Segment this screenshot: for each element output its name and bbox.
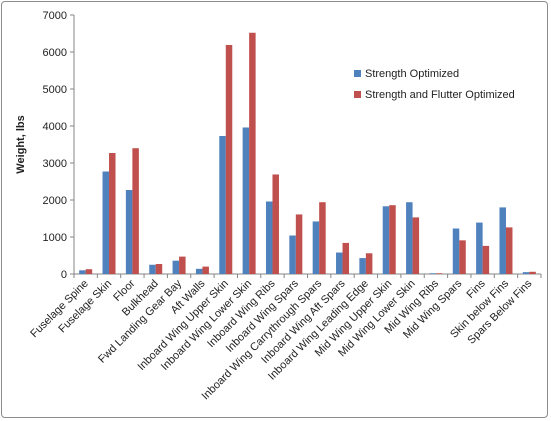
bar — [125, 190, 133, 274]
bar — [529, 271, 536, 274]
bar — [452, 228, 460, 274]
legend-swatch — [354, 70, 361, 77]
bar — [382, 206, 390, 274]
bar — [319, 202, 326, 274]
bar — [109, 153, 116, 274]
y-tick-label: 5000 — [43, 84, 67, 96]
y-tick-label: 7000 — [43, 10, 67, 22]
y-tick-label: 4000 — [43, 121, 67, 133]
y-tick-label: 0 — [61, 269, 67, 281]
bar — [179, 256, 186, 274]
bar — [195, 268, 203, 274]
bar — [359, 258, 366, 274]
y-tick-label: 3000 — [43, 158, 67, 170]
bar — [102, 171, 110, 274]
legend-swatch — [354, 91, 361, 98]
bar — [522, 272, 530, 274]
bar — [435, 273, 443, 274]
bar — [412, 217, 420, 274]
bar — [312, 221, 320, 274]
bar — [249, 32, 256, 275]
bar — [155, 264, 163, 274]
legend-label: Strength and Flutter Optimized — [365, 89, 515, 101]
bar — [202, 266, 209, 274]
bar — [149, 264, 156, 274]
y-tick-label: 6000 — [43, 47, 67, 59]
bar — [499, 207, 506, 274]
bar — [482, 245, 490, 274]
y-tick-label: 2000 — [43, 195, 67, 207]
bar — [219, 135, 226, 274]
bar — [289, 235, 296, 274]
bar — [172, 260, 180, 274]
bar — [79, 270, 86, 274]
bar — [505, 227, 513, 274]
bar — [225, 44, 233, 274]
bar — [429, 273, 436, 274]
bar — [459, 240, 466, 274]
bar — [389, 205, 396, 274]
bar — [365, 253, 373, 274]
y-tick-label: 1000 — [43, 232, 67, 244]
bar — [272, 174, 279, 274]
legend-label: Strength Optimized — [365, 68, 459, 80]
y-axis-title: Weight, lbs — [15, 115, 27, 173]
bar — [342, 242, 350, 274]
bar — [242, 127, 250, 274]
bar — [336, 252, 343, 274]
bar — [265, 201, 273, 274]
bar — [476, 222, 483, 274]
bar — [406, 202, 413, 274]
bar — [132, 148, 139, 274]
bar — [295, 214, 303, 274]
bar — [85, 269, 93, 274]
